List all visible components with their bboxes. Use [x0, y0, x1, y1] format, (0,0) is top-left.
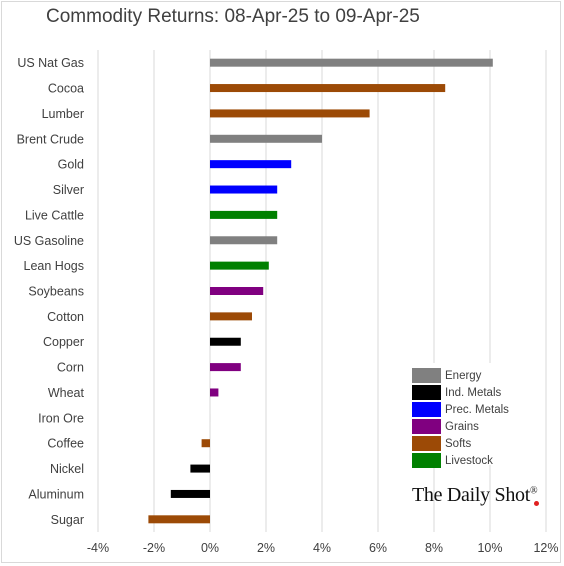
- legend-swatch: [412, 402, 441, 417]
- bar-wheat: [210, 388, 219, 397]
- brand-mark: ®: [530, 485, 538, 497]
- bar-copper: [210, 337, 241, 346]
- x-tick-label: 6%: [369, 541, 387, 555]
- bar-corn: [210, 363, 241, 372]
- bar-lumber: [210, 109, 370, 118]
- legend-swatch: [412, 368, 441, 383]
- x-tick-label: 0%: [201, 541, 219, 555]
- legend-swatch: [412, 419, 441, 434]
- chart-title: Commodity Returns: 08-Apr-25 to 09-Apr-2…: [46, 6, 420, 27]
- legend-label: Grains: [445, 421, 479, 433]
- legend-label: Ind. Metals: [445, 387, 502, 399]
- category-label: Cocoa: [48, 82, 84, 96]
- legend-swatch: [412, 385, 441, 400]
- category-label: Lumber: [42, 107, 84, 121]
- legend-label: Energy: [445, 370, 482, 382]
- x-tick-label: -4%: [87, 541, 109, 555]
- x-tick-label: 10%: [477, 541, 502, 555]
- bar-silver: [210, 185, 278, 194]
- bar-soybeans: [210, 287, 264, 295]
- legend-label: Livestock: [445, 455, 493, 467]
- category-label: Aluminum: [28, 487, 84, 501]
- legend-label: Softs: [445, 438, 472, 450]
- bar-lean-hogs: [210, 261, 269, 270]
- x-tick-label: 12%: [533, 541, 558, 555]
- legend-item: Ind. Metals: [406, 380, 514, 400]
- legend-item: Softs: [406, 431, 514, 451]
- legend-item: Prec. Metals: [406, 397, 514, 417]
- bar-brent-crude: [210, 134, 322, 143]
- bar-us-gasoline: [210, 236, 278, 245]
- bar-coffee: [201, 439, 210, 448]
- brand-logo: The Daily Shot®: [412, 484, 538, 507]
- x-tick-label: 2%: [257, 541, 275, 555]
- bar-cocoa: [210, 84, 446, 93]
- x-tick-labels: -4% -2% 0% 2% 4% 6% 8% 10% 12%: [87, 541, 559, 555]
- category-label: Sugar: [51, 513, 84, 527]
- category-label: Silver: [53, 183, 84, 197]
- category-label: US Gasoline: [14, 234, 84, 248]
- category-label: Cotton: [47, 310, 84, 324]
- bar-sugar: [148, 515, 210, 524]
- bars: [148, 58, 493, 524]
- category-label: Brent Crude: [17, 132, 84, 146]
- bar-cotton: [210, 312, 252, 321]
- category-label: Live Cattle: [25, 208, 84, 222]
- legend: Energy Ind. Metals Prec. Metals Grains Softs…: [406, 363, 514, 468]
- category-label: Wheat: [48, 386, 85, 400]
- bar-aluminum: [170, 489, 210, 498]
- category-label: Gold: [58, 158, 84, 172]
- category-label: Lean Hogs: [24, 259, 84, 273]
- bar-gold: [210, 160, 292, 169]
- legend-item: Grains: [406, 414, 514, 434]
- x-tick-label: 8%: [425, 541, 443, 555]
- legend-item: Livestock: [406, 448, 514, 468]
- brand-name: The Daily Shot: [412, 484, 531, 506]
- category-label: Nickel: [50, 462, 84, 476]
- category-label: Copper: [43, 335, 84, 349]
- x-tick-label: 4%: [313, 541, 331, 555]
- category-labels: US Nat Gas Cocoa Lumber Brent Crude Gold Silv…: [14, 56, 85, 527]
- brand-dot: [534, 501, 539, 506]
- legend-item: Energy: [406, 363, 514, 383]
- category-label: Corn: [57, 361, 84, 375]
- bar-live-cattle: [210, 210, 278, 219]
- legend-label: Prec. Metals: [445, 404, 509, 416]
- x-tick-label: -2%: [143, 541, 165, 555]
- bar-nickel: [190, 464, 210, 473]
- bar-us-nat-gas: [210, 58, 493, 67]
- category-label: US Nat Gas: [17, 56, 84, 70]
- category-label: Iron Ore: [38, 411, 84, 425]
- category-label: Coffee: [47, 437, 84, 451]
- legend-swatch: [412, 453, 441, 468]
- legend-swatch: [412, 436, 441, 451]
- category-label: Soybeans: [28, 285, 84, 299]
